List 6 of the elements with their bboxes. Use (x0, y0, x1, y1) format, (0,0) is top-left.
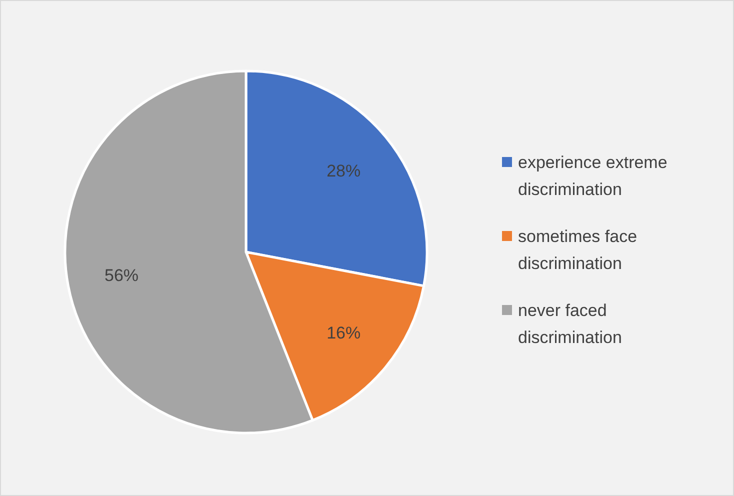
data-label: 28% (326, 162, 361, 181)
data-label: 16% (326, 323, 361, 342)
legend-label: never faced discrimination (518, 300, 622, 346)
legend-label: experience extreme discrimination (518, 152, 668, 198)
legend-label: sometimes face discrimination (518, 226, 638, 272)
data-label: 56% (104, 266, 139, 286)
